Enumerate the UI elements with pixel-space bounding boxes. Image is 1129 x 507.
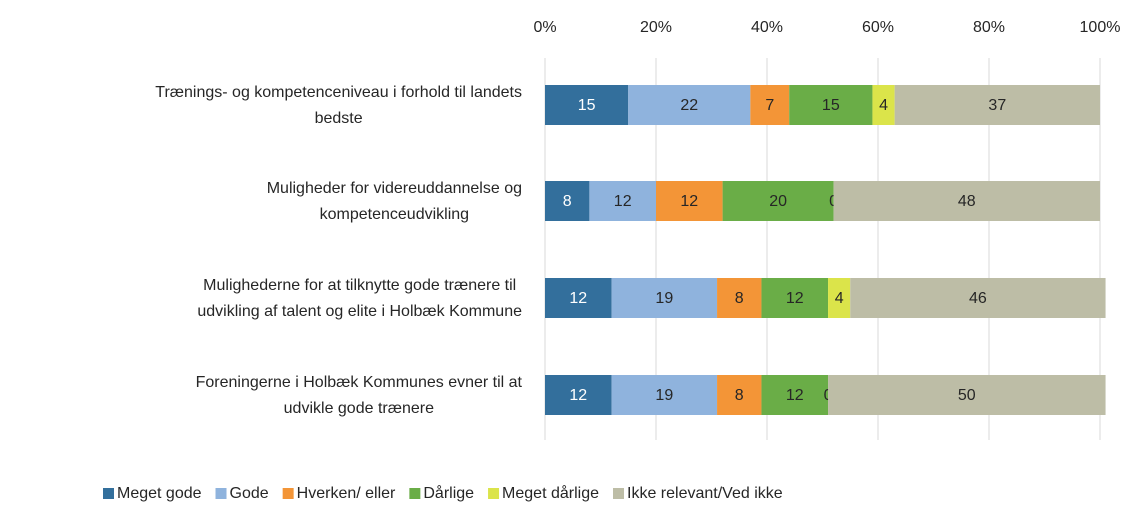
data-label: 19 [655,387,673,404]
bar-segment [750,85,790,125]
legend-swatch [613,488,624,499]
y-tick-label: Muligheder for videreuddannelse og [267,180,522,197]
data-label: 12 [786,290,804,307]
legend-swatch [215,488,227,499]
bar-segment [628,85,751,125]
legend-label: Dårlige [423,484,474,502]
legend-swatch [103,488,114,499]
data-label: 12 [569,290,587,307]
bar-segment [894,85,1100,125]
bar-segment [545,85,629,125]
bar-segment [545,375,612,415]
y-tick-label: bedste [315,110,363,127]
legend-label: Hverken/ eller [297,485,396,502]
data-label: 20 [769,193,787,210]
bar-segment [545,181,590,221]
data-label: 22 [680,97,698,114]
bar-segment [545,278,612,318]
data-label: 7 [765,97,774,114]
x-tick-label: 80% [973,19,1005,36]
data-label: 46 [969,290,987,307]
data-label: 8 [735,290,744,307]
bar-segment [761,375,829,415]
x-tick-label: 100% [1080,19,1121,36]
data-label: 19 [655,290,673,307]
bar-segment [761,278,829,318]
legend-label: Meget dårlige [502,484,599,502]
data-label: 50 [958,387,976,404]
legend-swatch [409,488,421,499]
legend-label: Ikke relevant/Ved ikke [627,485,783,502]
bar-segment [722,181,834,221]
data-label: 4 [879,97,888,114]
bar-segment [717,375,762,415]
data-label: 8 [563,193,572,210]
x-tick-label: 0% [533,19,556,36]
bar-segment [656,181,723,221]
data-label: 15 [822,97,840,114]
bar-segment [589,181,656,221]
bar-segment [872,85,895,125]
x-tick-label: 60% [862,19,894,36]
data-label: 12 [680,193,698,210]
x-tick-label: 20% [640,19,672,36]
bar-segment [611,278,718,318]
legend-swatch [488,488,500,499]
bar-segment [611,375,718,415]
y-tick-label: Trænings- og kompetenceniveau i forhold … [155,84,522,101]
bar-segment [789,85,873,125]
data-label: 15 [578,97,596,114]
legend-swatch [282,488,294,499]
data-label: 12 [614,193,632,210]
bar-segment [850,278,1106,318]
y-tick-label: udvikle gode trænere [284,400,434,417]
y-tick-label: kompetenceudvikling [320,206,469,223]
y-tick-label: udvikling af talent og elite i Holbæk Ko… [197,303,522,320]
data-label: 4 [835,290,844,307]
bar-segment [717,278,762,318]
data-label: 8 [735,387,744,404]
legend-label: Gode [230,485,269,502]
data-label: 37 [988,97,1006,114]
data-label: 12 [569,387,587,404]
x-tick-label: 40% [751,19,783,36]
data-label: 12 [786,387,804,404]
y-tick-label: Foreningerne i Holbæk Kommunes evner til… [196,374,523,391]
bar-segment [833,181,1100,221]
bar-segment [828,375,1106,415]
data-label: 48 [958,193,976,210]
legend-label: Meget gode [117,485,202,502]
y-tick-label: Mulighederne for at tilknytte gode træne… [203,277,516,294]
bar-segment [828,278,851,318]
